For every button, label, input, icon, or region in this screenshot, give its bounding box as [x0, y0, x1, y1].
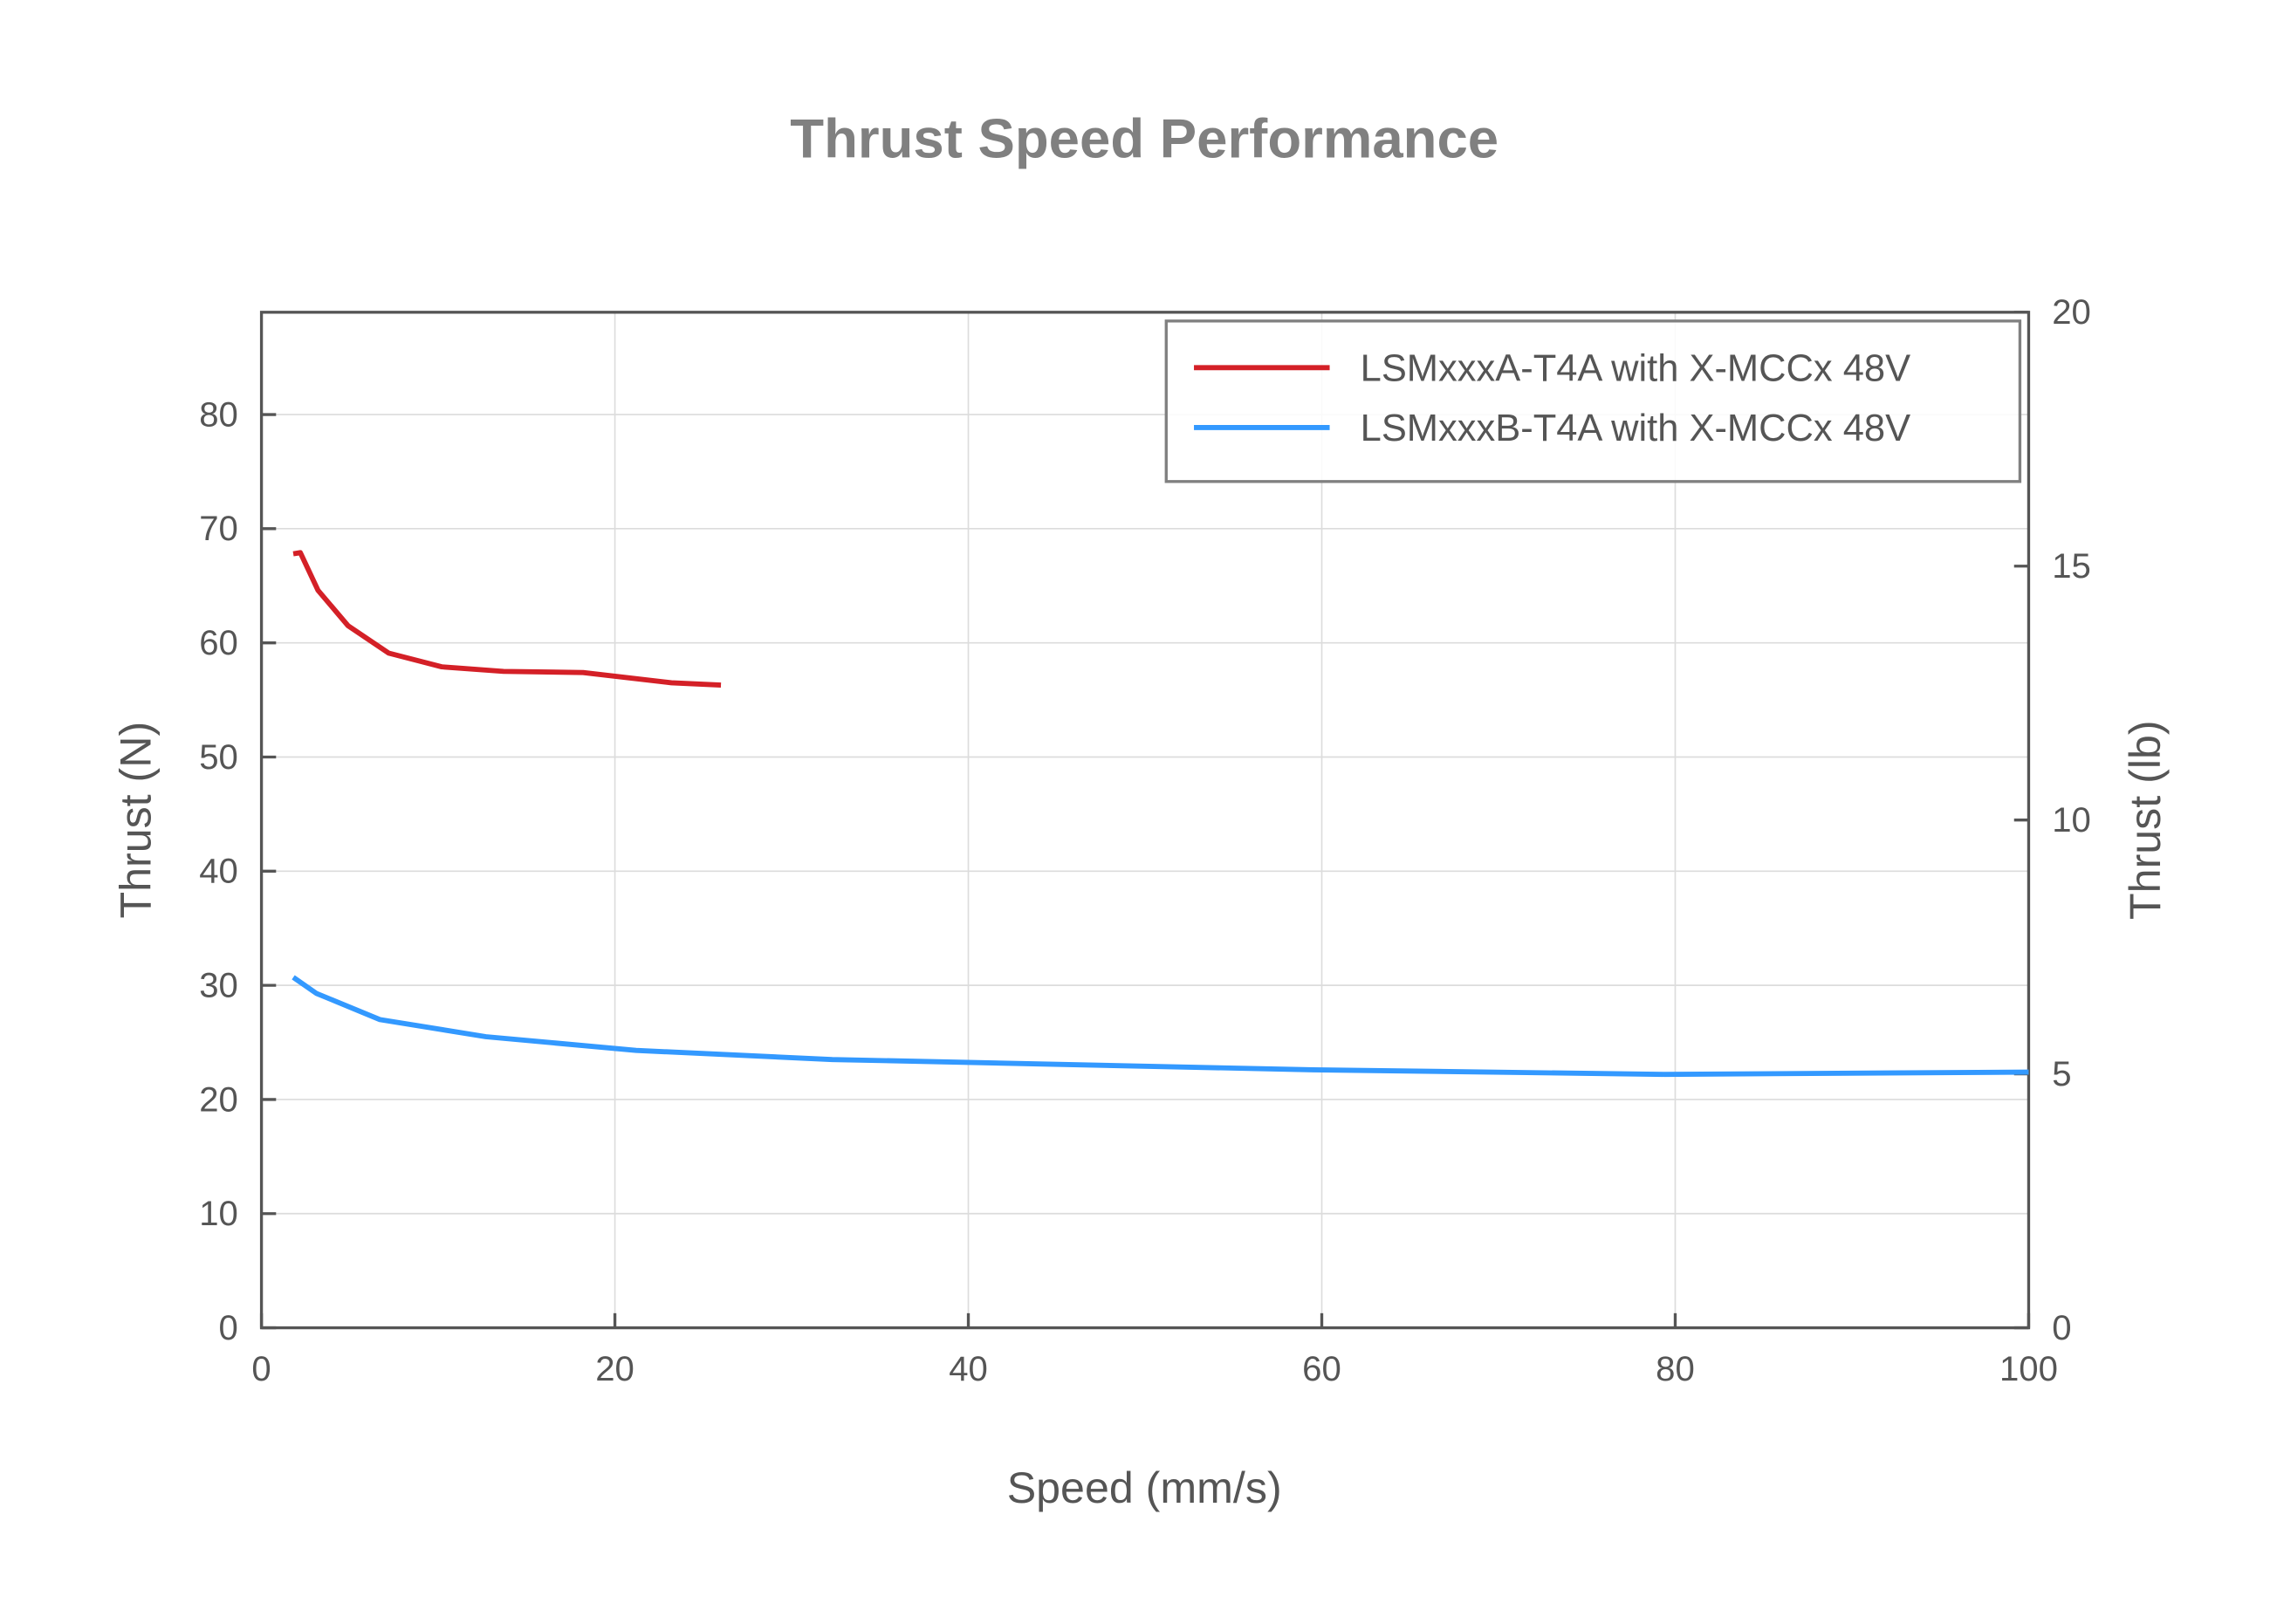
series-layer — [291, 550, 2029, 1078]
series-line-a — [292, 550, 722, 688]
y-tick-label: 20 — [199, 1079, 238, 1119]
x-tick-label: 100 — [1999, 1349, 2058, 1388]
y-tick-label: 0 — [219, 1308, 238, 1347]
legend-label-b: LSMxxxB-T4A with X-MCCx 48V — [1361, 408, 1910, 449]
y-tick-label: 30 — [199, 965, 238, 1004]
x-tick-label: 20 — [595, 1349, 634, 1388]
y2-tick-label: 0 — [2052, 1308, 2071, 1347]
y-tick-label: 10 — [199, 1194, 238, 1233]
y-tick-label: 80 — [199, 394, 238, 434]
y-tick-label: 50 — [199, 737, 238, 777]
x-tick-label: 0 — [251, 1349, 271, 1388]
y2-axis-label: Thrust (lb) — [2121, 720, 2170, 920]
legend: LSMxxxA-T4A with X-MCCx 48V LSMxxxB-T4A … — [1164, 319, 2022, 483]
x-tick-label: 40 — [949, 1349, 988, 1388]
y2-tick-label: 15 — [2052, 546, 2091, 586]
chart-title: Thrust Speed Performance — [790, 108, 1499, 170]
x-tick-label: 80 — [1656, 1349, 1695, 1388]
y2-tick-label: 5 — [2052, 1054, 2071, 1093]
y-tick-label: 40 — [199, 852, 238, 891]
legend-label-a: LSMxxxA-T4A with X-MCCx 48V — [1361, 347, 1910, 389]
x-axis-label: Speed (mm/s) — [1007, 1463, 1282, 1512]
y-axis-label: Thrust (N) — [112, 722, 161, 919]
legend-box — [1164, 319, 2022, 483]
plot-frame — [259, 311, 2031, 1330]
y-tick-label: 70 — [199, 509, 238, 548]
series-line-b — [291, 975, 2029, 1078]
y-tick-label: 60 — [199, 623, 238, 662]
x-tick-label: 60 — [1302, 1349, 1341, 1388]
y2-tick-label: 10 — [2052, 800, 2091, 839]
y2-tick-label: 20 — [2052, 292, 2091, 332]
